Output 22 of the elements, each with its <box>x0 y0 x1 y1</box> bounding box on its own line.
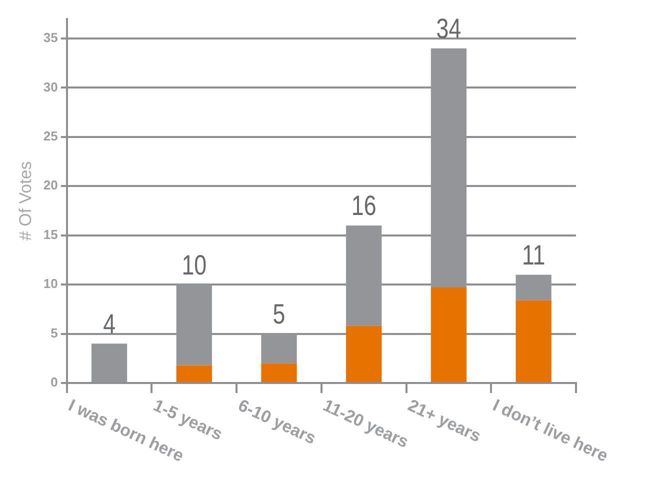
y-tick-label: 35 <box>43 30 58 46</box>
total-label: 16 <box>351 190 376 222</box>
y-tick-label: 30 <box>43 79 58 94</box>
bar <box>261 363 297 382</box>
bar <box>430 288 467 382</box>
y-tick-label: 25 <box>43 128 58 144</box>
total-label: 11 <box>522 240 546 272</box>
bar <box>516 300 552 382</box>
total-label: 5 <box>272 299 286 330</box>
y-axis-title: # Of Votes <box>16 161 35 241</box>
total-label: 34 <box>436 14 462 45</box>
bar <box>176 365 212 382</box>
total-label: 4 <box>103 309 116 340</box>
total-label: 10 <box>182 250 207 281</box>
y-tick-label: 15 <box>43 226 58 242</box>
y-tick-label: 0 <box>50 374 58 390</box>
bar <box>346 326 382 382</box>
x-tick-label: 6-10 years <box>235 396 319 448</box>
y-tick-label: 10 <box>43 276 58 292</box>
y-tick-label: 20 <box>43 178 58 193</box>
y-tick-label: 5 <box>50 325 58 340</box>
x-tick-label: I don’t live here <box>490 396 611 466</box>
